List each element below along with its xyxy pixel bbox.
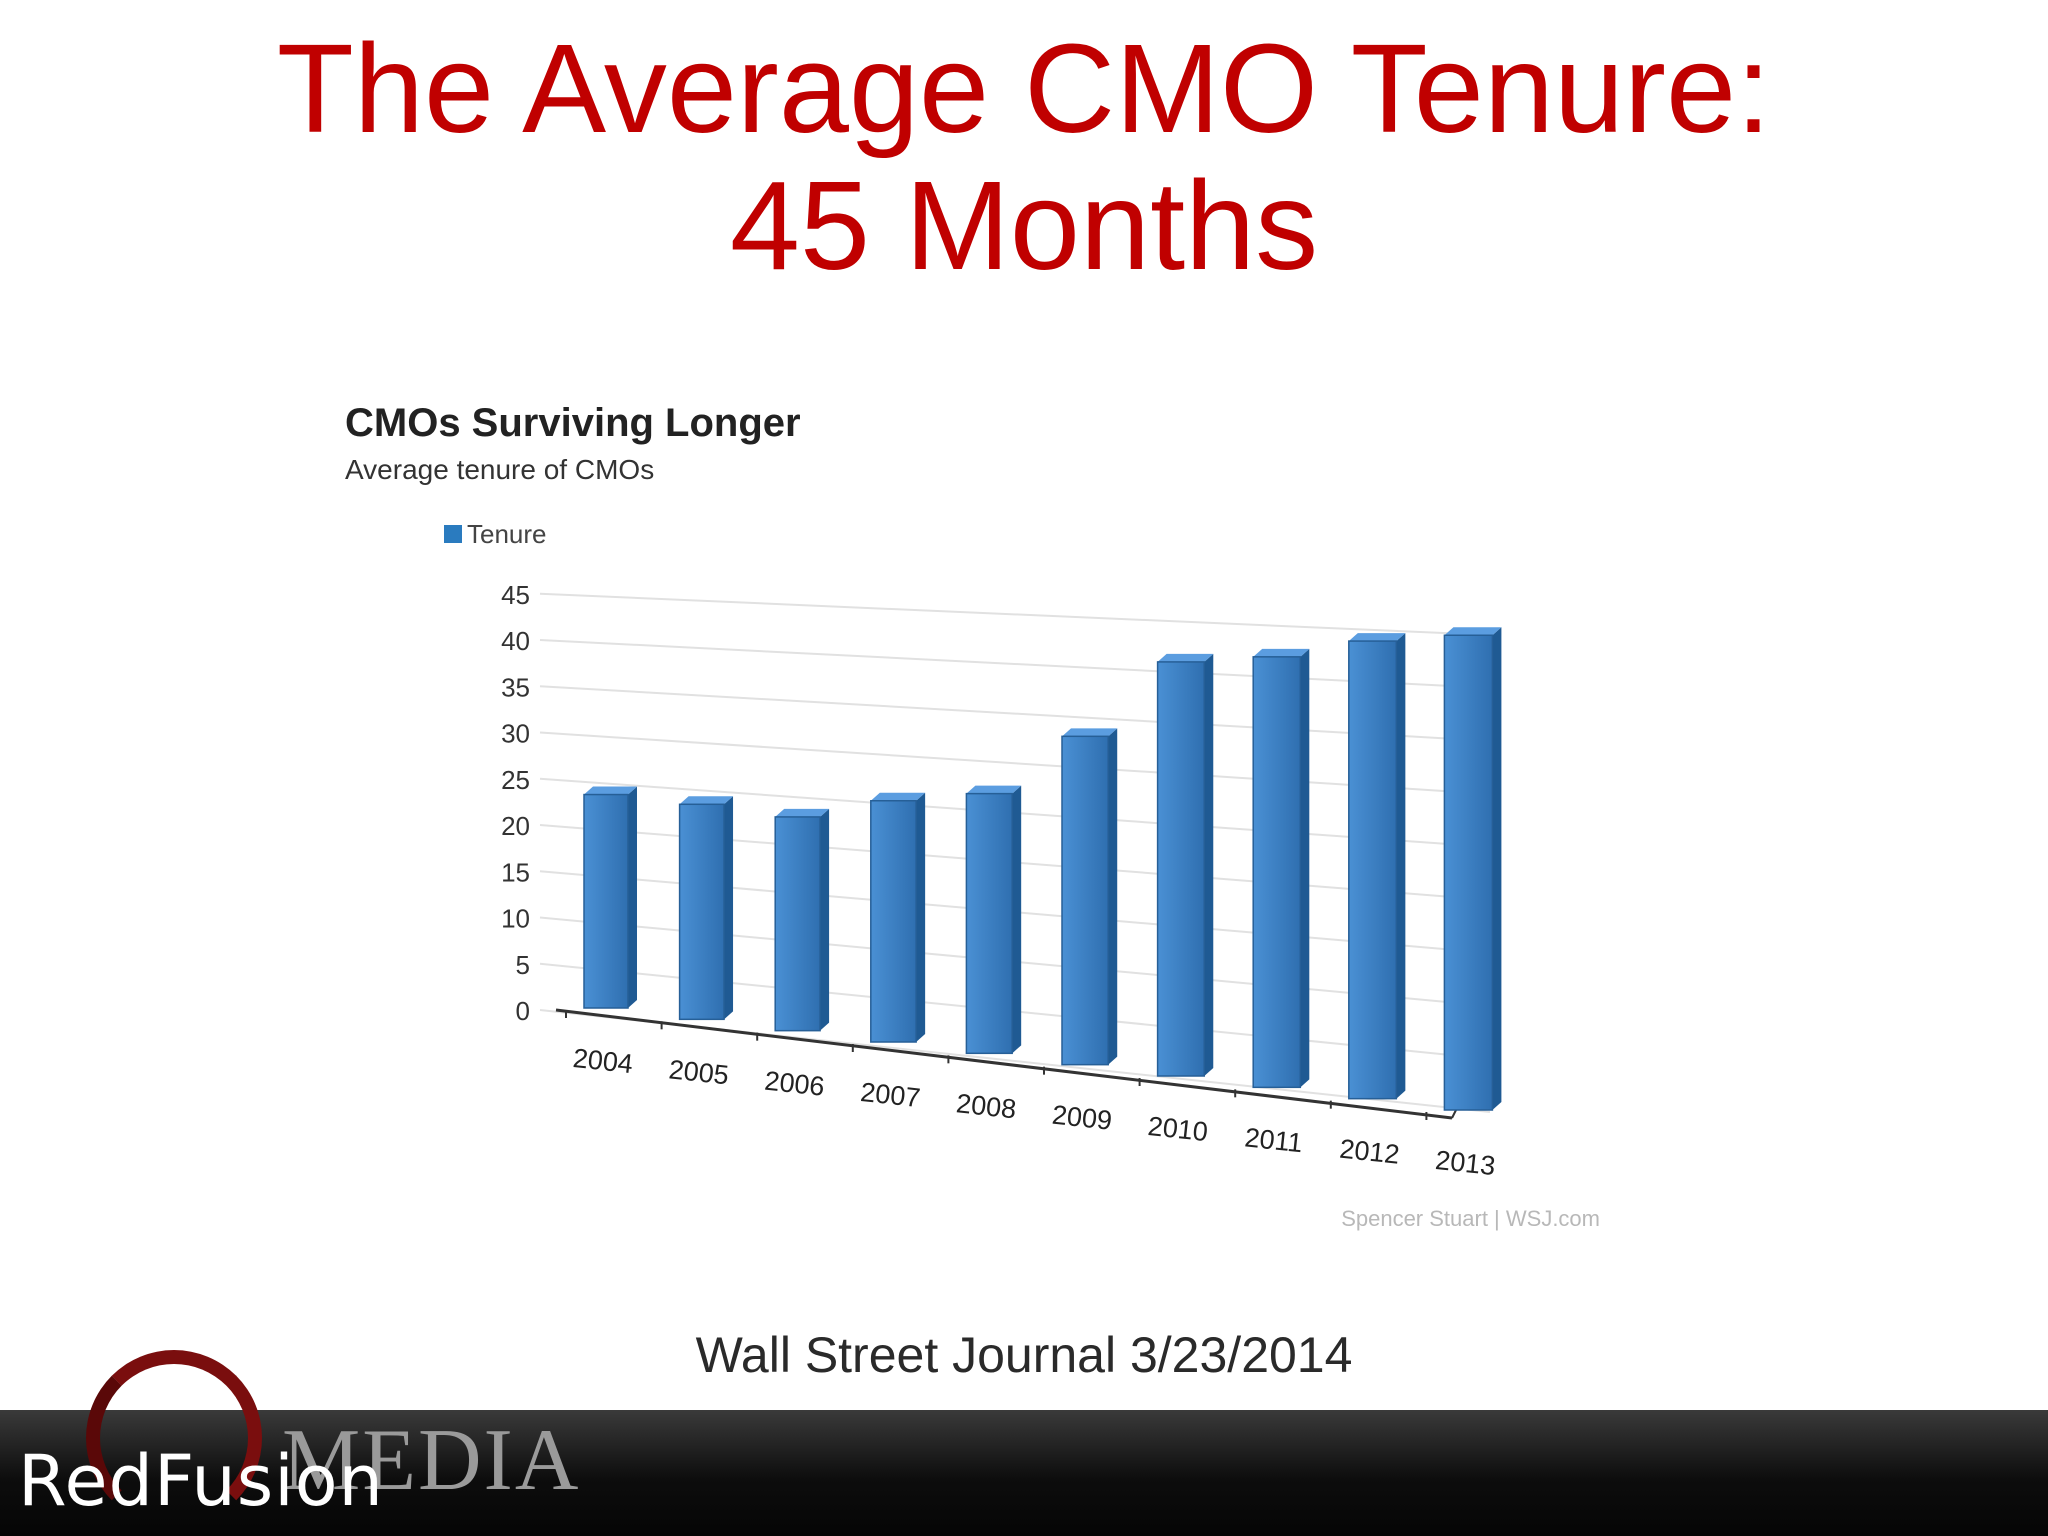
- bar-front: [965, 792, 1013, 1055]
- x-tick-label: 2009: [1051, 1100, 1114, 1136]
- bar-top: [775, 808, 830, 817]
- y-tick-label: 40: [501, 626, 530, 656]
- bar-side: [724, 796, 734, 1020]
- bar: [870, 792, 926, 1043]
- bar-front: [1252, 656, 1302, 1089]
- y-tick-label: 45: [501, 580, 530, 610]
- bar-side: [1396, 633, 1406, 1099]
- gridline: [539, 639, 1491, 689]
- x-tick-label: 2005: [667, 1054, 730, 1090]
- bar-front: [678, 803, 725, 1021]
- bar-front: [1443, 634, 1494, 1111]
- slide-title: The Average CMO Tenure: 45 Months: [0, 20, 2048, 294]
- x-tick-label: 2008: [955, 1088, 1018, 1124]
- bar-side: [916, 792, 926, 1042]
- x-tick-label: 2006: [763, 1066, 826, 1102]
- bar-front: [1061, 735, 1109, 1066]
- bar-top: [584, 786, 637, 795]
- x-tick-label: 2007: [859, 1077, 922, 1113]
- bar: [774, 808, 830, 1032]
- bar: [1061, 728, 1118, 1066]
- legend-swatch: [444, 525, 462, 543]
- bar-top: [870, 792, 926, 801]
- chart-source: Spencer Stuart | WSJ.com: [1341, 1206, 1600, 1231]
- slide-title-line-1: The Average CMO Tenure:: [276, 18, 1772, 159]
- gridline: [539, 731, 1491, 795]
- bar-front: [774, 816, 821, 1032]
- y-tick-label: 25: [501, 765, 530, 795]
- y-tick-label: 35: [501, 672, 530, 702]
- bar: [583, 786, 637, 1009]
- logo-sub-text: MEDIA: [282, 1412, 581, 1509]
- bar-top: [1444, 627, 1502, 636]
- y-tick-label: 10: [501, 904, 530, 934]
- x-tick-label: 2004: [571, 1043, 634, 1079]
- bar-top: [1348, 633, 1406, 642]
- y-tick-label: 0: [516, 996, 530, 1026]
- y-tick-label: 30: [501, 719, 530, 749]
- chart-subtitle: Average tenure of CMOs: [345, 454, 654, 485]
- bar-side: [628, 786, 637, 1008]
- bar: [965, 785, 1022, 1055]
- bar-side: [1300, 648, 1310, 1088]
- bar-side: [1492, 627, 1502, 1110]
- gridline: [539, 592, 1491, 636]
- x-tick-label: 2010: [1146, 1111, 1209, 1147]
- bar: [678, 796, 734, 1021]
- redfusion-logo: MEDIA RedFusion: [0, 1350, 578, 1536]
- bar: [1252, 648, 1310, 1089]
- bar-top: [1062, 728, 1118, 737]
- legend-label: Tenure: [467, 519, 547, 549]
- bar-top: [1157, 653, 1214, 662]
- bar-front: [870, 800, 917, 1043]
- y-tick-label: 5: [516, 950, 530, 980]
- bar-top: [1253, 648, 1310, 657]
- bar-side: [1012, 785, 1022, 1054]
- y-tick-label: 15: [501, 857, 530, 887]
- x-tick-label: 2013: [1434, 1145, 1497, 1181]
- logo-main-text: RedFusion: [18, 1440, 384, 1522]
- bar-side: [1108, 728, 1118, 1065]
- x-tick-label: 2011: [1243, 1122, 1304, 1158]
- bar: [1443, 627, 1502, 1111]
- gridline: [539, 685, 1491, 742]
- bar-side: [1204, 653, 1214, 1076]
- x-axis-line: [555, 1008, 1453, 1120]
- footer-bar: [0, 1410, 2048, 1536]
- source-caption: Wall Street Journal 3/23/2014: [695, 1327, 1353, 1383]
- bar-side: [820, 808, 830, 1031]
- bar-top: [966, 785, 1022, 794]
- bar: [1348, 633, 1406, 1100]
- x-tick-label: 2012: [1338, 1134, 1401, 1170]
- chart-title: CMOs Surviving Longer: [345, 401, 801, 445]
- bar-top: [679, 796, 734, 805]
- bar: [1156, 653, 1214, 1077]
- slide-title-line-2: 45 Months: [729, 155, 1319, 296]
- bar-front: [1348, 640, 1398, 1100]
- bar-front: [583, 793, 629, 1009]
- bar-front: [1156, 661, 1206, 1077]
- y-tick-label: 20: [501, 811, 530, 841]
